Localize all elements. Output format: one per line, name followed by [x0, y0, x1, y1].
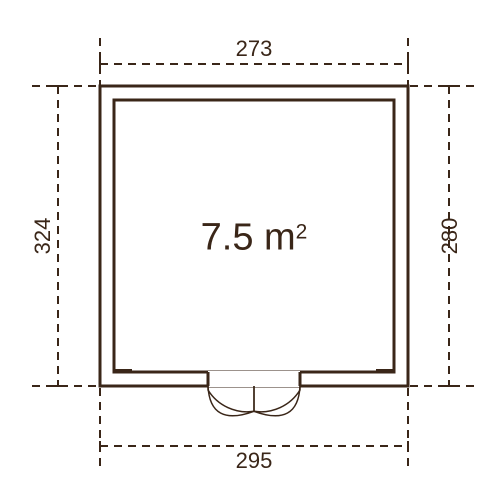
dimension-label: 295 — [236, 448, 273, 473]
dimension-label: 324 — [30, 218, 55, 255]
area-label: 7.5 m2 — [201, 216, 308, 258]
dimension-label: 280 — [437, 218, 462, 255]
floorplan-diagram: 273 295 324 280 7.5 m2 — [0, 0, 501, 500]
dimension-label: 273 — [236, 36, 273, 61]
